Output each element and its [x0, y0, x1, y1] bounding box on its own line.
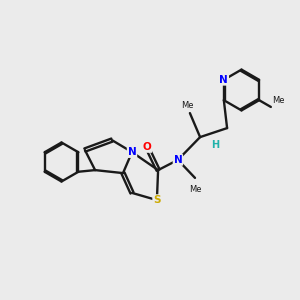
Text: H: H — [211, 140, 219, 150]
Text: Me: Me — [272, 96, 285, 105]
Text: N: N — [128, 147, 136, 157]
Text: Me: Me — [189, 184, 201, 194]
Text: O: O — [142, 142, 152, 152]
Text: N: N — [220, 75, 228, 85]
Text: S: S — [153, 195, 161, 205]
Text: Me: Me — [181, 101, 193, 110]
Text: N: N — [173, 155, 182, 165]
